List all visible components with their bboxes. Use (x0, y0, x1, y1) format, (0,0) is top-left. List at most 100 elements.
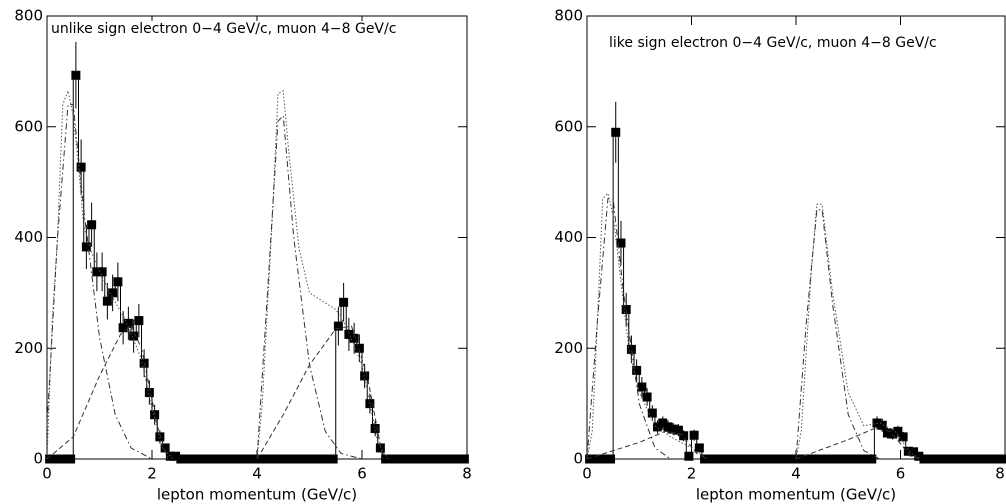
data-point (349, 333, 359, 343)
data-point (997, 454, 1006, 464)
data-point (689, 430, 699, 440)
data-point (788, 454, 798, 464)
panel: 0 200 400 600 800 0 2 4 6 8 lepton momentum (GeV/c… (14, 7, 471, 504)
dashed-curve (46, 325, 384, 460)
y-tick-label: 0 (33, 450, 43, 468)
data-point (454, 454, 464, 464)
data-point (919, 454, 929, 464)
data-point (81, 242, 91, 252)
data-point (961, 454, 971, 464)
data-point (809, 454, 819, 464)
data-point (312, 454, 322, 464)
data-point (747, 454, 757, 464)
data-point (710, 454, 720, 464)
data-point (239, 454, 249, 464)
data-point (663, 422, 673, 432)
data-point (606, 454, 616, 464)
data-point (423, 454, 433, 464)
y-tick-label: 200 (554, 339, 583, 357)
y-tick-label: 600 (554, 117, 583, 135)
panel-title: like sign electron 0−4 GeV/c, muon 4−8 G… (609, 35, 937, 51)
data-point (144, 388, 154, 398)
data-point (417, 454, 427, 464)
data-point (50, 454, 60, 464)
dotted-curve (586, 192, 922, 460)
data-point (992, 454, 1002, 464)
data-point (402, 454, 412, 464)
data-point (354, 343, 364, 353)
data-point (700, 454, 710, 464)
x-tick-label: 2 (687, 465, 697, 483)
data-point (66, 454, 76, 464)
plot-frame (46, 15, 468, 460)
title-background (607, 35, 939, 51)
data-point (736, 454, 746, 464)
data-point (391, 454, 401, 464)
data-point (218, 454, 228, 464)
data-point (752, 454, 762, 464)
x-tick-label: 6 (357, 465, 367, 483)
data-point (684, 451, 694, 461)
data-point (898, 432, 908, 442)
data-point (297, 454, 307, 464)
data-point (642, 392, 652, 402)
panel-title: unlike sign electron 0−4 GeV/c, muon 4−8… (51, 21, 396, 37)
data-point (396, 454, 406, 464)
data-point (113, 277, 123, 287)
data-point (60, 454, 70, 464)
data-point (375, 443, 385, 453)
y-tick-label: 0 (573, 450, 583, 468)
data-point (966, 454, 976, 464)
data-point (202, 454, 212, 464)
data-point (647, 408, 657, 418)
x-axis-label: lepton momentum (GeV/c) (696, 486, 896, 504)
data-point (778, 454, 788, 464)
data-point (595, 454, 605, 464)
data-point (459, 454, 469, 464)
data-point (903, 446, 913, 456)
data-point (851, 454, 861, 464)
x-axis-label: lepton momentum (GeV/c) (157, 486, 357, 504)
data-point (155, 432, 165, 442)
data-point (679, 431, 689, 441)
data-point (715, 454, 725, 464)
data-point (956, 454, 966, 464)
data-point (71, 70, 81, 80)
data-point (76, 162, 86, 172)
data-point (438, 454, 448, 464)
data-point (165, 451, 175, 461)
data-point (830, 454, 840, 464)
data-point (590, 454, 600, 464)
data-point (286, 454, 296, 464)
data-point (626, 344, 636, 354)
data-point (600, 454, 610, 464)
data-point (929, 454, 939, 464)
data-point (950, 454, 960, 464)
step-line (47, 74, 467, 460)
data-point (260, 454, 270, 464)
data-point (820, 454, 830, 464)
data-point (302, 454, 312, 464)
data-point (97, 267, 107, 277)
data-point (333, 321, 343, 331)
data-point (668, 424, 678, 434)
y-tick-label: 200 (14, 339, 43, 357)
data-point (653, 422, 663, 432)
data-point (281, 454, 291, 464)
data-point (291, 454, 301, 464)
data-point (444, 454, 454, 464)
data-point (856, 454, 866, 464)
x-tick-label: 8 (462, 465, 472, 483)
data-point (767, 454, 777, 464)
data-point (407, 454, 417, 464)
data-point (585, 454, 595, 464)
data-point (176, 454, 186, 464)
data-point (160, 443, 170, 453)
data-point (108, 288, 118, 298)
dashed-curve (586, 428, 922, 460)
data-point (815, 454, 825, 464)
data-point (171, 451, 181, 461)
data-point (213, 454, 223, 464)
data-point (134, 316, 144, 326)
